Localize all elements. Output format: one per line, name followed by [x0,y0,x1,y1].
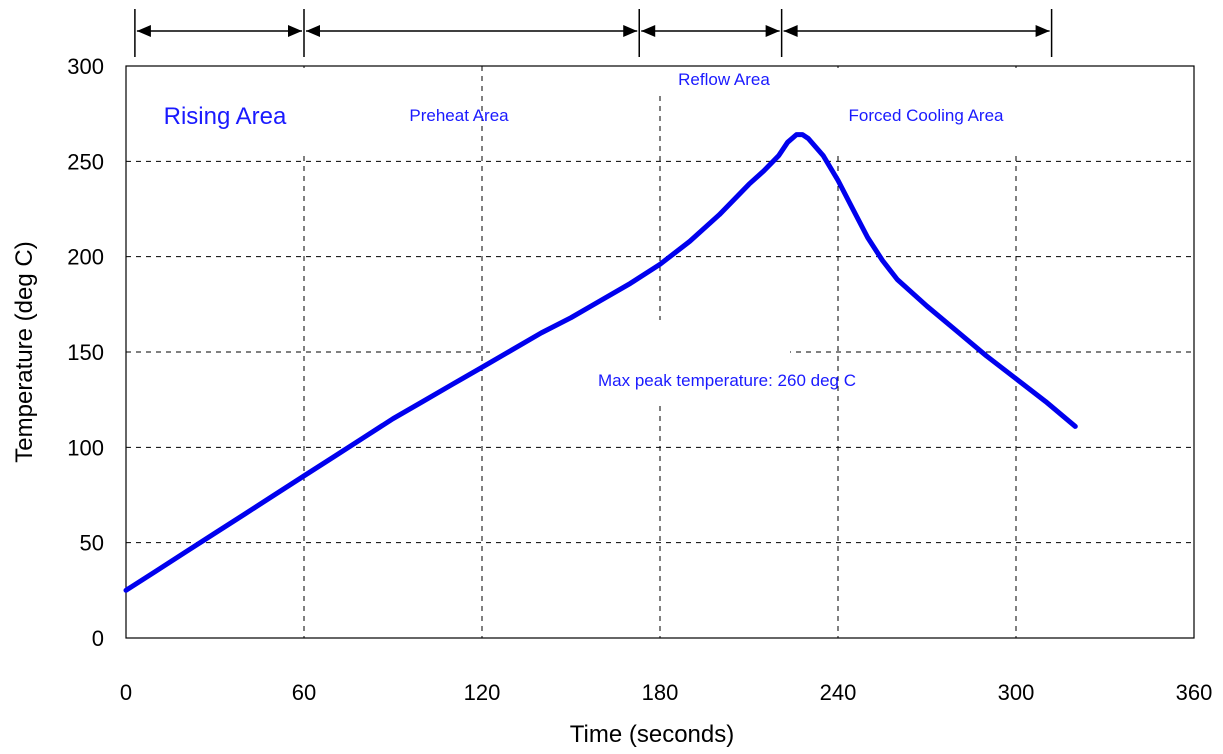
x-tick-label: 180 [642,680,679,705]
forced-cooling-label-bg [792,68,1188,154]
y-tick-label: 50 [80,531,104,556]
x-axis-label: Time (seconds) [570,721,734,748]
plot-frame [125,65,1195,639]
phase-arrow-head-left [306,25,320,37]
y-tick-label: 0 [92,626,104,651]
y-tick-labels: 0 50 100 150 200 250 300 [67,54,104,651]
y-tick-label: 100 [67,435,104,460]
phase-arrow-head-left [783,25,798,37]
phase-indicators [134,9,1053,57]
x-tick-label: 300 [998,680,1035,705]
x-tick-label: 120 [464,680,501,705]
y-tick-label: 250 [67,149,104,174]
y-tick-label: 150 [67,340,104,365]
y-axis-label: Temperature (deg C) [11,241,38,462]
phase-arrow-head-right [288,25,302,37]
x-tick-labels: 0 60 120 180 240 300 360 [120,680,1212,705]
series-group [123,132,1078,593]
y-tick-label: 200 [67,245,104,270]
phase-arrow-head-left [136,25,151,37]
x-tick-label: 60 [292,680,316,705]
series-line [123,132,1078,593]
rising-label-bg [128,68,348,154]
phase-arrow-head-right [765,25,780,37]
phase-arrow-head-right [1035,25,1050,37]
phase-label-preheat: Preheat Area [409,106,509,125]
y-tick-label: 300 [67,54,104,79]
x-tick-label: 240 [820,680,857,705]
x-tick-label: 0 [120,680,132,705]
peak-annotation: Max peak temperature: 260 deg C [598,371,856,390]
phase-arrow-head-left [641,25,656,37]
phase-label-forced-cooling: Forced Cooling Area [849,106,1005,125]
phase-label-reflow: Reflow Area [678,70,770,89]
phase-arrow-head-right [623,25,638,37]
x-tick-label: 360 [1176,680,1213,705]
phase-label-rising: Rising Area [164,103,287,130]
